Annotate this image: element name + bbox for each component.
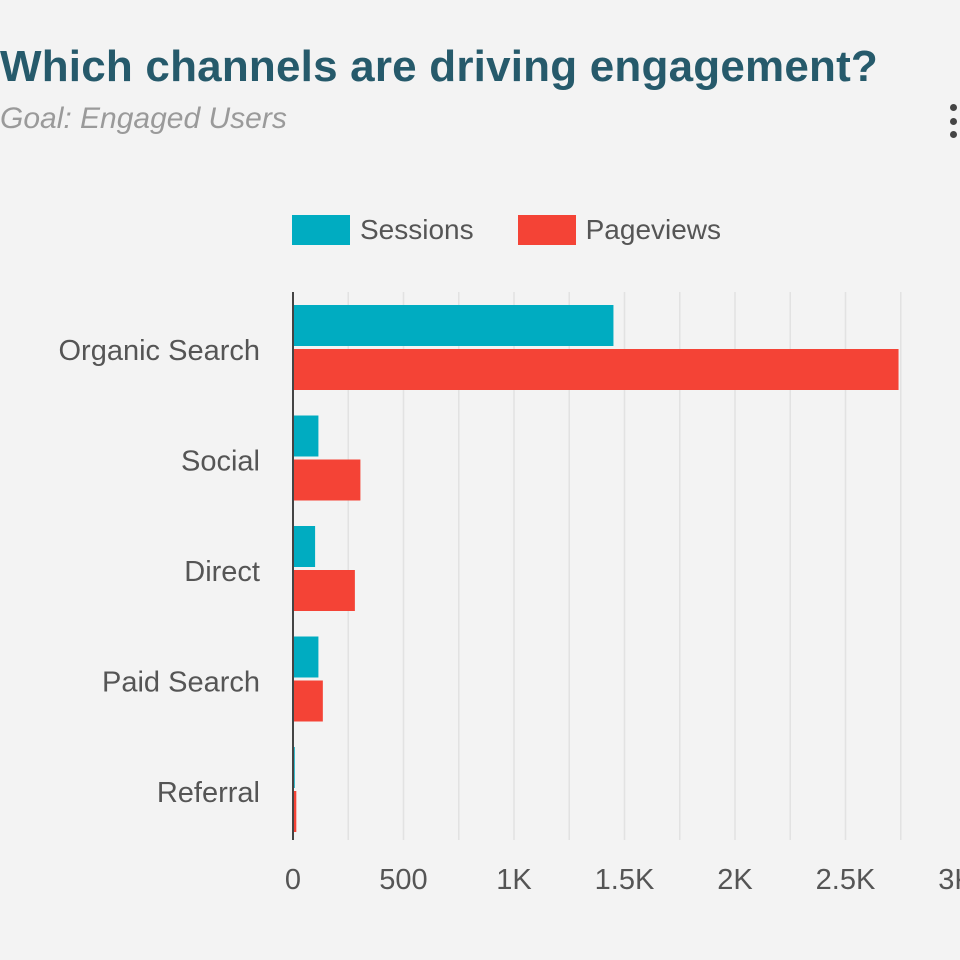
legend-swatch-sessions: [292, 215, 350, 245]
bar-pageviews: [293, 570, 355, 611]
category-label: Social: [181, 446, 260, 478]
chart-legend: Sessions Pageviews: [292, 214, 765, 246]
x-tick-label: 2K: [717, 864, 753, 896]
more-vert-icon[interactable]: [950, 104, 960, 138]
menu-dot: [950, 117, 957, 125]
bar-pageviews: [293, 791, 297, 832]
x-tick-label: 2.5K: [816, 864, 876, 896]
x-tick-label: 3K: [938, 864, 960, 896]
bar-sessions: [293, 305, 614, 346]
bar-sessions: [293, 526, 316, 567]
legend-item-pageviews[interactable]: Pageviews: [517, 214, 722, 246]
legend-swatch-pageviews: [517, 215, 576, 245]
category-label: Organic Search: [59, 335, 261, 367]
bar-sessions: [293, 415, 319, 457]
chart-title: Which channels are driving engagement?: [0, 42, 878, 91]
category-label: Paid Search: [102, 667, 260, 699]
menu-dot: [950, 131, 957, 138]
x-tick-label: 1K: [496, 864, 532, 896]
x-tick-label: 500: [379, 864, 427, 896]
category-label: Referral: [157, 777, 260, 809]
bar-pageviews: [293, 459, 361, 501]
menu-dot: [950, 104, 957, 111]
legend-item-sessions[interactable]: Sessions: [292, 214, 474, 246]
category-label: Direct: [184, 556, 260, 588]
chart-subtitle: Goal: Engaged Users: [0, 102, 287, 135]
legend-label-pageviews: Pageviews: [585, 214, 722, 245]
bar-pageviews: [293, 349, 899, 390]
x-tick-label: 0: [285, 864, 301, 896]
bar-sessions: [293, 636, 319, 678]
legend-label-sessions: Sessions: [360, 214, 474, 245]
x-tick-label: 1.5K: [595, 864, 655, 896]
bar-pageviews: [293, 680, 323, 722]
